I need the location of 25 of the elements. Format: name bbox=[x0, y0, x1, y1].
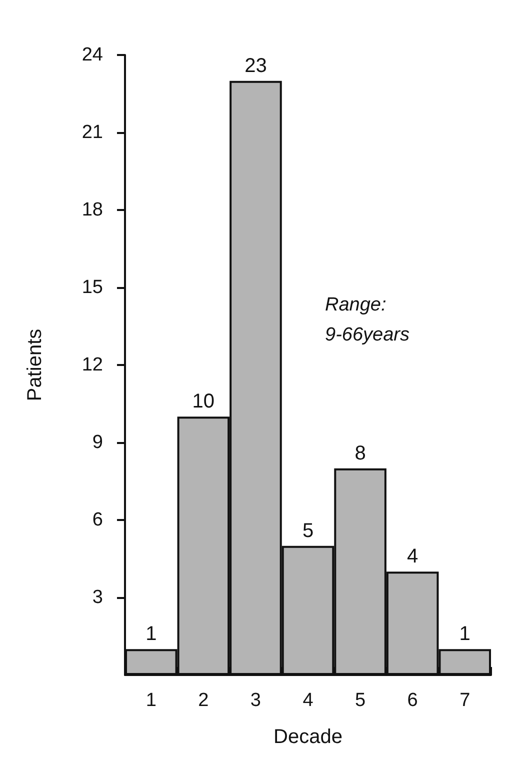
data-label: 5 bbox=[302, 520, 314, 542]
y-tick-label: 3 bbox=[92, 587, 103, 608]
data-label: 1 bbox=[459, 623, 470, 646]
x-tick-label: 2 bbox=[198, 690, 209, 711]
y-tick-label: 6 bbox=[92, 510, 103, 530]
data-label: 4 bbox=[407, 546, 418, 568]
y-tick-label: 9 bbox=[92, 432, 103, 453]
y-axis-title: Patients bbox=[24, 328, 46, 402]
y-tick-label: 21 bbox=[82, 122, 103, 143]
x-tick-label: 5 bbox=[354, 690, 366, 711]
data-label: 23 bbox=[244, 54, 267, 77]
x-axis-title: Decade bbox=[274, 726, 342, 748]
x-tick-label: 3 bbox=[250, 690, 262, 711]
y-tick-label: 24 bbox=[82, 44, 104, 66]
data-label: 1 bbox=[146, 623, 157, 646]
x-tick-label: 1 bbox=[146, 690, 156, 711]
x-tick-label: 7 bbox=[460, 690, 470, 711]
y-tick-label: 15 bbox=[82, 277, 103, 298]
x-tick-label: 6 bbox=[407, 690, 418, 711]
y-tick-label: 18 bbox=[82, 200, 103, 220]
x-tick-label: 4 bbox=[302, 690, 314, 711]
data-label: 10 bbox=[192, 390, 215, 413]
annotation: Range: 9-66years bbox=[325, 294, 410, 346]
y-tick-label: 12 bbox=[82, 354, 103, 376]
data-label: 8 bbox=[354, 442, 366, 464]
